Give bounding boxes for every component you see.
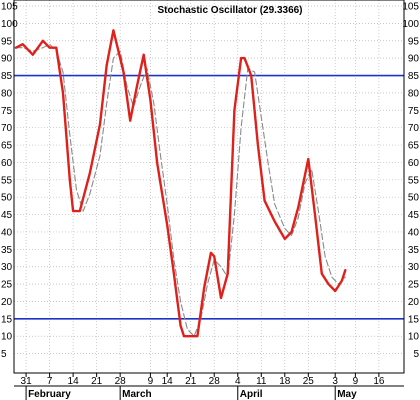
y-tick-label-left-50: 50 — [1, 193, 13, 204]
x-tick-label-21-7: 21 — [185, 376, 197, 387]
y-tick-label-left-95: 95 — [1, 36, 13, 47]
y-tick-label-right-80: 80 — [408, 88, 420, 99]
y-tick-label-left-85: 85 — [1, 71, 13, 82]
x-tick-label-9-5: 9 — [148, 376, 154, 387]
y-tick-label-left-75: 75 — [1, 106, 13, 117]
y-tick-label-right-100: 100 — [402, 19, 419, 30]
month-label-march: March — [122, 389, 151, 400]
y-tick-label-right-15: 15 — [408, 314, 420, 325]
x-tick-label-18-11: 18 — [279, 376, 291, 387]
month-label-may: May — [337, 389, 357, 400]
y-tick-label-right-30: 30 — [408, 262, 420, 273]
y-tick-label-left-15: 15 — [1, 314, 13, 325]
month-label-february: February — [28, 389, 71, 400]
y-tick-label-left-45: 45 — [1, 210, 13, 221]
y-tick-label-left-90: 90 — [1, 54, 13, 65]
y-tick-label-right-85: 85 — [408, 71, 420, 82]
y-tick-label-left-70: 70 — [1, 123, 13, 134]
x-tick-label-25-12: 25 — [303, 376, 315, 387]
x-tick-label-14-2: 14 — [68, 376, 80, 387]
y-tick-label-left-100: 100 — [1, 19, 18, 30]
y-tick-label-right-65: 65 — [408, 141, 420, 152]
series-line-signal — [15, 43, 346, 337]
y-tick-label-right-60: 60 — [408, 158, 420, 169]
y-tick-label-left-55: 55 — [1, 175, 13, 186]
y-tick-label-right-50: 50 — [408, 193, 420, 204]
x-tick-label-16-15: 16 — [373, 376, 385, 387]
y-tick-label-right-40: 40 — [408, 227, 420, 238]
x-tick-label-7-1: 7 — [47, 376, 53, 387]
y-tick-label-right-25: 25 — [408, 280, 420, 291]
y-tick-label-right-95: 95 — [408, 36, 420, 47]
x-tick-label-21-3: 21 — [91, 376, 103, 387]
y-tick-label-left-105: 105 — [1, 2, 18, 13]
y-tick-label-right-5: 5 — [413, 349, 419, 360]
x-tick-label-4-9: 4 — [235, 376, 241, 387]
y-tick-label-left-65: 65 — [1, 141, 13, 152]
x-tick-label-9-14: 9 — [353, 376, 359, 387]
y-tick-label-left-5: 5 — [1, 349, 7, 360]
y-tick-label-right-45: 45 — [408, 210, 420, 221]
y-tick-label-left-30: 30 — [1, 262, 13, 273]
x-tick-label-14-6: 14 — [162, 376, 174, 387]
month-label-april: April — [240, 389, 263, 400]
y-tick-label-left-40: 40 — [1, 227, 13, 238]
y-tick-label-left-35: 35 — [1, 245, 13, 256]
x-tick-label-28-8: 28 — [209, 376, 221, 387]
y-tick-label-right-70: 70 — [408, 123, 420, 134]
y-tick-label-right-105: 105 — [402, 2, 419, 13]
x-tick-label-11-10: 11 — [256, 376, 267, 387]
y-tick-label-left-25: 25 — [1, 280, 13, 291]
y-tick-label-left-10: 10 — [1, 332, 13, 343]
y-tick-label-left-20: 20 — [1, 297, 13, 308]
chart-title: Stochastic Oscillator (29.3366) — [157, 5, 302, 16]
y-tick-label-right-20: 20 — [408, 297, 420, 308]
y-tick-label-left-80: 80 — [1, 88, 13, 99]
x-axis-labels: 31 7 14 21 28 9 14 21 28 4 11 18 25 3 9 16 February March… — [21, 373, 385, 400]
y-tick-label-right-90: 90 — [408, 54, 420, 65]
y-tick-label-right-10: 10 — [408, 332, 420, 343]
y-tick-label-right-35: 35 — [408, 245, 420, 256]
series-lines — [14, 29, 347, 338]
x-tick-label-28-4: 28 — [115, 376, 127, 387]
series-line-main — [14, 29, 347, 338]
x-tick-label-31-0: 31 — [21, 376, 33, 387]
y-tick-label-left-60: 60 — [1, 158, 13, 169]
y-tick-label-right-75: 75 — [408, 106, 420, 117]
reference-lines — [14, 74, 404, 320]
x-tick-label-3-13: 3 — [332, 376, 338, 387]
y-tick-label-right-55: 55 — [408, 175, 420, 186]
